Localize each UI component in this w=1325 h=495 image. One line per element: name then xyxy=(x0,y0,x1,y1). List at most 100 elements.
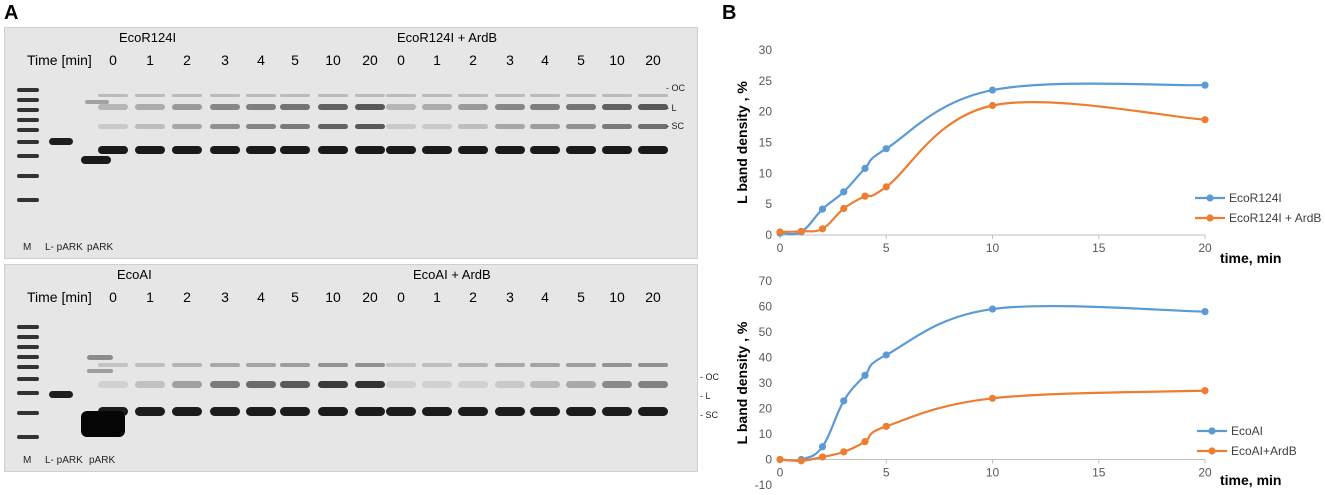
panel-a-letter: A xyxy=(4,2,19,24)
gel-band xyxy=(458,94,488,97)
data-point xyxy=(882,351,890,359)
ladder-band xyxy=(17,98,39,102)
gel-band xyxy=(602,363,632,367)
ladder-band xyxy=(17,118,39,122)
gel-bottom-enzyme-left: EcoAI xyxy=(117,267,152,282)
data-point xyxy=(988,305,997,313)
lane-label: 4 xyxy=(541,52,549,68)
gel-band xyxy=(566,94,596,97)
gel-band xyxy=(638,407,668,416)
legend-marker xyxy=(1206,214,1214,222)
gel-band xyxy=(638,146,668,154)
gel-top-l-label: - L xyxy=(666,103,677,113)
data-point xyxy=(1201,116,1209,124)
data-point xyxy=(882,145,890,153)
lane-label: 2 xyxy=(469,289,477,305)
ladder-band xyxy=(17,174,39,178)
gel-band xyxy=(280,407,310,416)
lane-label: 3 xyxy=(221,52,229,68)
lane-label: 10 xyxy=(609,52,625,68)
gel-band xyxy=(638,94,668,97)
gel-band xyxy=(280,381,310,388)
gel-band xyxy=(280,104,310,110)
lane-label: 10 xyxy=(325,289,341,305)
lane-label: 1 xyxy=(433,289,441,305)
x-tick-label: 20 xyxy=(1198,466,1212,480)
gel-band xyxy=(49,138,73,145)
x-axis-label: time, min xyxy=(1220,250,1281,266)
gel-band xyxy=(210,104,240,110)
gel-band xyxy=(495,94,525,97)
gel-band xyxy=(246,381,276,388)
data-point xyxy=(1201,387,1209,395)
gel-band xyxy=(210,381,240,388)
gel-band xyxy=(172,381,202,388)
legend-label: EcoR124I xyxy=(1229,191,1282,205)
y-tick-label: 10 xyxy=(759,166,773,180)
y-tick-label: 30 xyxy=(759,43,773,57)
gel-band xyxy=(386,146,416,154)
lane-label: 20 xyxy=(362,52,378,68)
ladder-band xyxy=(17,391,39,395)
gel-band xyxy=(386,124,416,129)
data-point xyxy=(1201,81,1209,89)
gel-band xyxy=(602,104,632,110)
x-tick-label: 10 xyxy=(986,241,1000,255)
y-tick-label: 20 xyxy=(759,105,773,119)
gel-band xyxy=(386,407,416,416)
gel-band xyxy=(81,411,125,437)
gel-image-top: EcoR124I EcoR124I + ArdB Time [min] M L-… xyxy=(4,27,698,259)
panel-b-letter: B xyxy=(722,2,737,24)
y-tick-label: 0 xyxy=(765,453,772,467)
x-tick-label: 15 xyxy=(1092,241,1106,255)
gel-bottom-park-label: pARK xyxy=(89,455,116,466)
gel-band xyxy=(458,104,488,110)
lane-label: 10 xyxy=(609,289,625,305)
gel-band xyxy=(422,94,452,97)
lane-label: 20 xyxy=(362,289,378,305)
lane-label: 4 xyxy=(541,289,549,305)
lane-label: 2 xyxy=(469,52,477,68)
gel-band xyxy=(135,94,165,97)
gel-band xyxy=(422,104,452,110)
gel-band xyxy=(386,94,416,97)
gel-band xyxy=(85,100,109,104)
gel-band xyxy=(458,381,488,388)
lane-label: 1 xyxy=(433,52,441,68)
lane-label: 10 xyxy=(325,52,341,68)
data-point xyxy=(818,443,827,451)
data-point xyxy=(988,394,997,402)
lane-label: 5 xyxy=(577,289,585,305)
gel-band xyxy=(638,104,668,110)
x-tick-label: 5 xyxy=(883,241,890,255)
data-point xyxy=(776,228,784,236)
gel-band xyxy=(495,146,525,154)
gel-band xyxy=(566,363,596,367)
x-axis-label: time, min xyxy=(1220,472,1281,488)
data-point xyxy=(840,397,848,405)
gel-top-time-label: Time [min] xyxy=(27,52,92,68)
gel-band xyxy=(87,355,113,360)
x-tick-label: 0 xyxy=(777,466,784,480)
ladder-band xyxy=(17,377,39,381)
gel-band xyxy=(318,381,348,388)
y-tick-label: 0 xyxy=(765,228,772,242)
gel-band xyxy=(458,407,488,416)
gel-band xyxy=(135,124,165,129)
ladder-band xyxy=(17,108,39,112)
legend-marker xyxy=(1208,447,1216,455)
gel-band xyxy=(422,124,452,129)
gel-top-marker-label: M xyxy=(23,242,32,253)
lane-label: 0 xyxy=(397,52,405,68)
gel-band xyxy=(318,104,348,110)
x-tick-label: 15 xyxy=(1092,466,1106,480)
lane-label: 0 xyxy=(109,289,117,305)
gel-bottom-oc-label: - OC xyxy=(700,372,719,382)
gel-band xyxy=(495,104,525,110)
gel-band xyxy=(566,104,596,110)
ladder-band xyxy=(17,128,39,132)
data-point xyxy=(861,438,869,446)
gel-band xyxy=(530,381,560,388)
lane-label: 20 xyxy=(645,52,661,68)
data-point xyxy=(1201,308,1209,316)
